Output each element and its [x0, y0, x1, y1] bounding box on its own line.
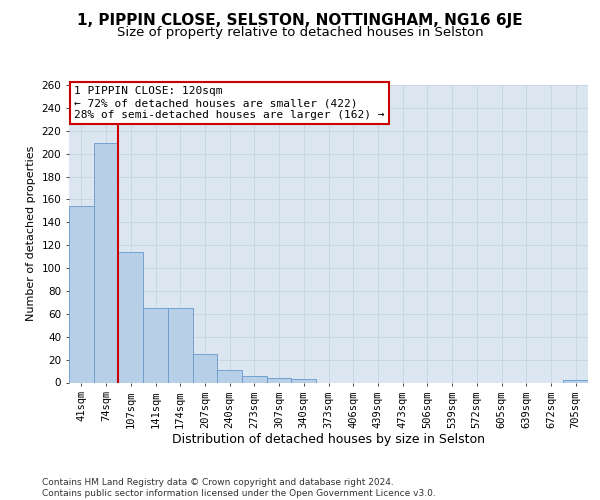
X-axis label: Distribution of detached houses by size in Selston: Distribution of detached houses by size …	[172, 433, 485, 446]
Bar	[118, 252, 143, 382]
Bar	[193, 354, 217, 382]
Bar	[168, 308, 193, 382]
Bar	[267, 378, 292, 382]
Bar	[217, 370, 242, 382]
Text: 1, PIPPIN CLOSE, SELSTON, NOTTINGHAM, NG16 6JE: 1, PIPPIN CLOSE, SELSTON, NOTTINGHAM, NG…	[77, 12, 523, 28]
Text: 1 PIPPIN CLOSE: 120sqm
← 72% of detached houses are smaller (422)
28% of semi-de: 1 PIPPIN CLOSE: 120sqm ← 72% of detached…	[74, 86, 385, 120]
Bar	[94, 144, 118, 382]
Bar	[143, 308, 168, 382]
Bar	[292, 379, 316, 382]
Bar	[563, 380, 588, 382]
Y-axis label: Number of detached properties: Number of detached properties	[26, 146, 36, 322]
Bar	[69, 206, 94, 382]
Bar	[242, 376, 267, 382]
Text: Size of property relative to detached houses in Selston: Size of property relative to detached ho…	[116, 26, 484, 39]
Text: Contains HM Land Registry data © Crown copyright and database right 2024.
Contai: Contains HM Land Registry data © Crown c…	[42, 478, 436, 498]
